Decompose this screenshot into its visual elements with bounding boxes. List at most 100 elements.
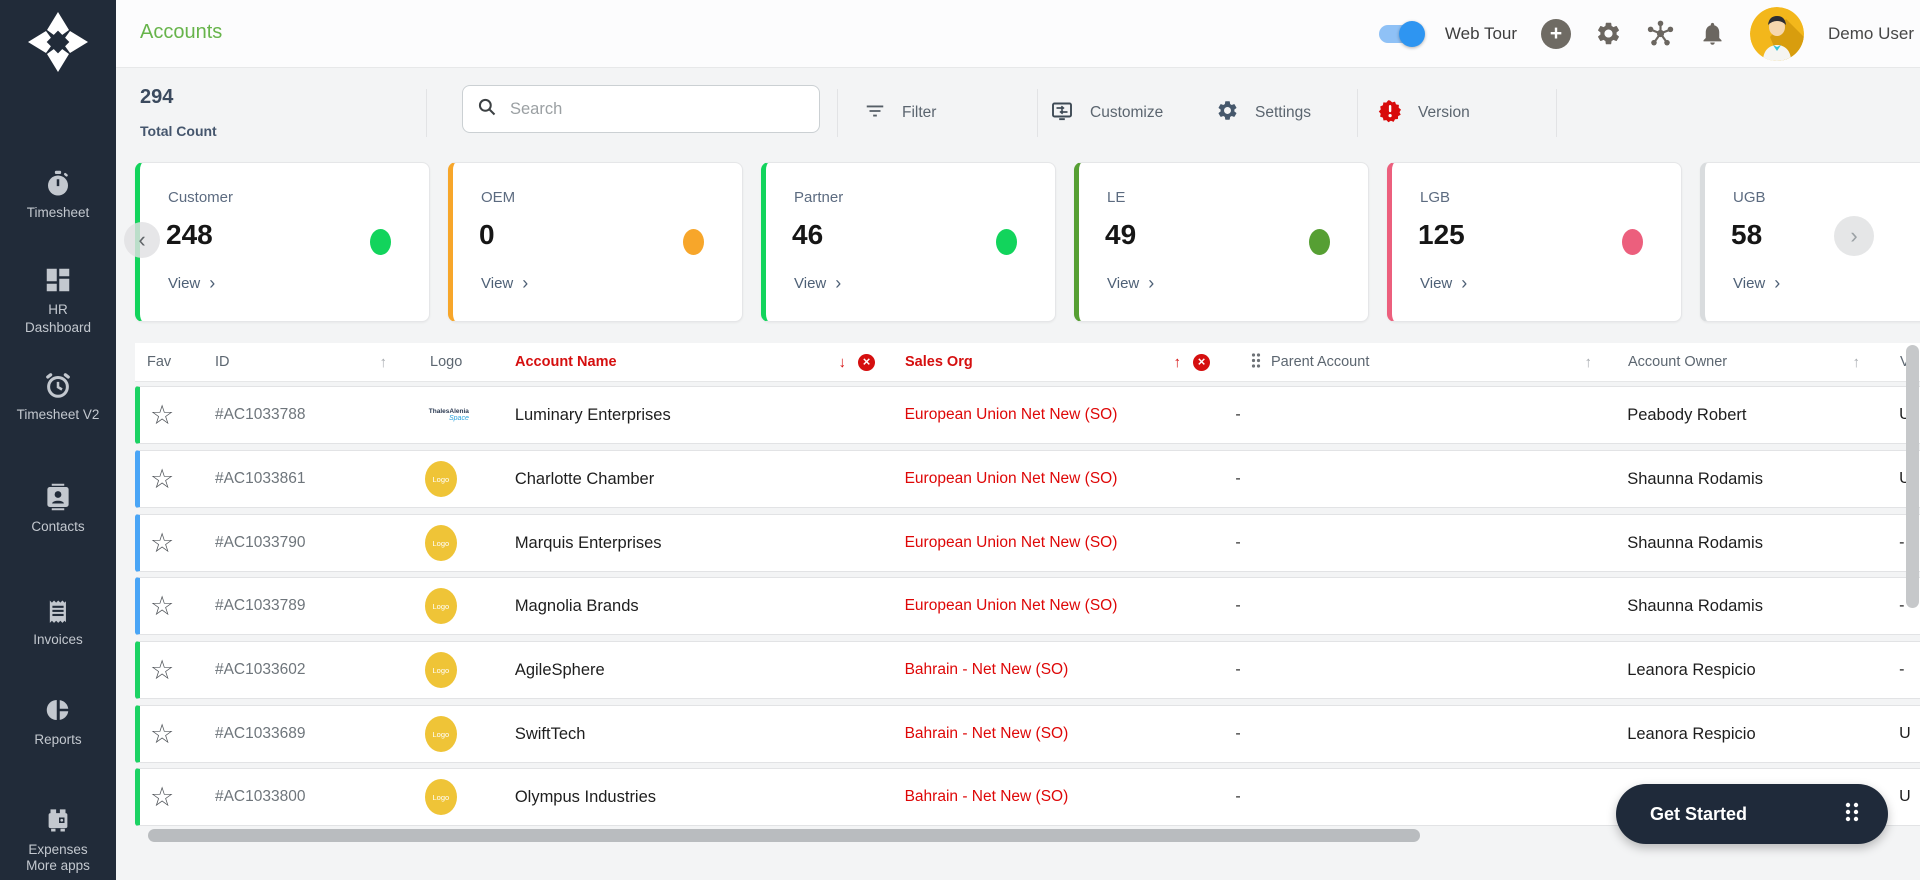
- favorite-star-icon[interactable]: ☆: [150, 590, 175, 621]
- vertical-value: U: [1899, 725, 1911, 742]
- favorite-star-icon[interactable]: ☆: [150, 463, 175, 494]
- sidebar-item-timesheet[interactable]: Timesheet: [0, 168, 116, 222]
- sort-desc-icon[interactable]: ↓: [838, 353, 847, 371]
- account-owner: Shaunna Rodamis: [1627, 533, 1763, 552]
- account-owner: Shaunna Rodamis: [1627, 596, 1763, 615]
- sort-asc-icon[interactable]: ↑: [379, 353, 388, 371]
- drag-handle-icon[interactable]: [1250, 352, 1262, 373]
- vertical-value: -: [1899, 661, 1905, 678]
- column-header-fav[interactable]: Fav: [147, 354, 172, 370]
- view-link[interactable]: View ›: [481, 273, 529, 293]
- table-row[interactable]: ☆ #AC1033788 ThalesAlenia Space Luminary …: [135, 386, 1920, 444]
- version-button[interactable]: Version: [1378, 96, 1470, 130]
- search-box[interactable]: [462, 85, 820, 133]
- column-header-vertical[interactable]: V: [1900, 354, 1910, 370]
- web-tour-toggle[interactable]: [1378, 20, 1425, 47]
- chevron-right-icon: ›: [1148, 273, 1155, 293]
- notifications-bell-icon[interactable]: [1699, 20, 1726, 47]
- column-header-sales-org[interactable]: Sales Org ↑ ×: [891, 343, 1232, 381]
- sales-org: Bahrain - Net New (SO): [904, 725, 1069, 742]
- divider: [1037, 89, 1038, 137]
- divider: [837, 89, 838, 137]
- cards-scroll-right-button[interactable]: ›: [1834, 216, 1874, 256]
- divider: [1556, 89, 1557, 137]
- filter-button[interactable]: Filter: [864, 96, 936, 130]
- card-value: 248: [166, 219, 213, 250]
- chevron-right-icon: ›: [522, 273, 529, 293]
- table-row[interactable]: ☆ #AC1033789 Logo Magnolia Brands Europe…: [135, 577, 1920, 635]
- account-name[interactable]: Olympus Industries: [514, 787, 657, 806]
- view-link[interactable]: View ›: [1420, 273, 1468, 293]
- cards-scroll-left-button[interactable]: ‹: [124, 222, 160, 258]
- more-apps-link[interactable]: More apps: [26, 858, 90, 873]
- account-name[interactable]: AgileSphere: [514, 660, 605, 679]
- sidebar-item-reports[interactable]: Reports: [0, 695, 116, 749]
- card-value: 0: [479, 219, 495, 250]
- logo-badge: Logo: [424, 461, 457, 497]
- favorite-star-icon[interactable]: ☆: [150, 718, 175, 749]
- sidebar-item-contacts[interactable]: Contacts: [0, 482, 116, 536]
- view-link[interactable]: View ›: [1733, 273, 1781, 293]
- column-header-logo[interactable]: Logo: [430, 354, 463, 370]
- account-name[interactable]: Magnolia Brands: [514, 596, 639, 615]
- account-owner: Leanora Respicio: [1627, 660, 1756, 679]
- column-header-account-name[interactable]: Account Name ↓ ×: [501, 343, 891, 381]
- customize-button[interactable]: Customize: [1050, 96, 1163, 130]
- vertical-value: -: [1899, 534, 1905, 551]
- grid-dots-icon: [1844, 801, 1860, 828]
- sort-asc-icon[interactable]: ↑: [1852, 353, 1861, 371]
- settings-button[interactable]: Settings: [1216, 96, 1311, 130]
- gear-icon[interactable]: [1595, 20, 1622, 47]
- user-avatar[interactable]: [1750, 6, 1805, 61]
- sidebar-item-expenses[interactable]: Expenses: [0, 805, 116, 859]
- pie-chart-icon: [0, 695, 116, 725]
- table-row[interactable]: ☆ #AC1033861 Logo Charlotte Chamber Euro…: [135, 450, 1920, 508]
- app-logo-icon[interactable]: [26, 10, 90, 74]
- favorite-star-icon[interactable]: ☆: [150, 654, 175, 685]
- account-name[interactable]: Marquis Enterprises: [514, 533, 662, 552]
- favorite-star-icon[interactable]: ☆: [150, 527, 175, 558]
- account-name[interactable]: Luminary Enterprises: [514, 405, 671, 424]
- favorite-star-icon[interactable]: ☆: [150, 781, 175, 812]
- summary-card-ugb: UGB 58 View ›: [1700, 162, 1920, 322]
- get-started-button[interactable]: Get Started: [1616, 784, 1888, 844]
- favorite-star-icon[interactable]: ☆: [150, 399, 175, 430]
- add-button[interactable]: +: [1541, 18, 1572, 49]
- filter-icon: [864, 100, 886, 127]
- column-header-id[interactable]: ID ↑: [215, 353, 388, 371]
- column-header-parent-account[interactable]: Parent Account ↑: [1232, 343, 1608, 381]
- sort-asc-icon[interactable]: ↑: [1173, 353, 1182, 371]
- sort-asc-icon[interactable]: ↑: [1584, 353, 1593, 371]
- sales-org: European Union Net New (SO): [904, 597, 1118, 614]
- table-row[interactable]: ☆ #AC1033602 Logo AgileSphere Bahrain - …: [135, 641, 1920, 699]
- account-name[interactable]: SwiftTech: [514, 724, 586, 743]
- account-name[interactable]: Charlotte Chamber: [514, 469, 655, 488]
- summary-card-customer: Customer 248 View ›: [135, 162, 430, 322]
- search-input[interactable]: [508, 98, 805, 120]
- contact-card-icon: [0, 482, 116, 512]
- parent-account: -: [1235, 661, 1241, 678]
- table-row[interactable]: ☆ #AC1033790 Logo Marquis Enterprises Eu…: [135, 514, 1920, 572]
- view-link[interactable]: View ›: [1107, 273, 1155, 293]
- view-link[interactable]: View ›: [168, 273, 216, 293]
- account-owner: Shaunna Rodamis: [1627, 469, 1763, 488]
- page-title: Accounts: [140, 21, 223, 43]
- apps-hub-icon[interactable]: [1646, 19, 1675, 48]
- clear-filter-icon[interactable]: ×: [858, 353, 875, 371]
- view-link[interactable]: View ›: [794, 273, 842, 293]
- sidebar-item-invoices[interactable]: Invoices: [0, 597, 116, 649]
- clear-filter-icon[interactable]: ×: [1193, 353, 1210, 371]
- sidebar-item-timesheet-v2[interactable]: Timesheet V2: [0, 370, 116, 424]
- vertical-scrollbar[interactable]: [1906, 345, 1919, 608]
- parent-account: -: [1235, 534, 1241, 551]
- parent-account: -: [1235, 597, 1241, 614]
- table-row[interactable]: ☆ #AC1033689 Logo SwiftTech Bahrain - Ne…: [135, 705, 1920, 763]
- column-header-account-owner[interactable]: Account Owner ↑: [1628, 353, 1861, 371]
- sidebar-item-hr-dashboard[interactable]: HR Dashboard: [0, 265, 116, 337]
- card-label: LE: [1107, 189, 1126, 206]
- sales-org: European Union Net New (SO): [904, 406, 1118, 423]
- stopwatch-icon: [0, 168, 116, 198]
- horizontal-scrollbar[interactable]: [148, 829, 1420, 842]
- vertical-value: -: [1899, 597, 1905, 614]
- card-value: 125: [1418, 219, 1465, 250]
